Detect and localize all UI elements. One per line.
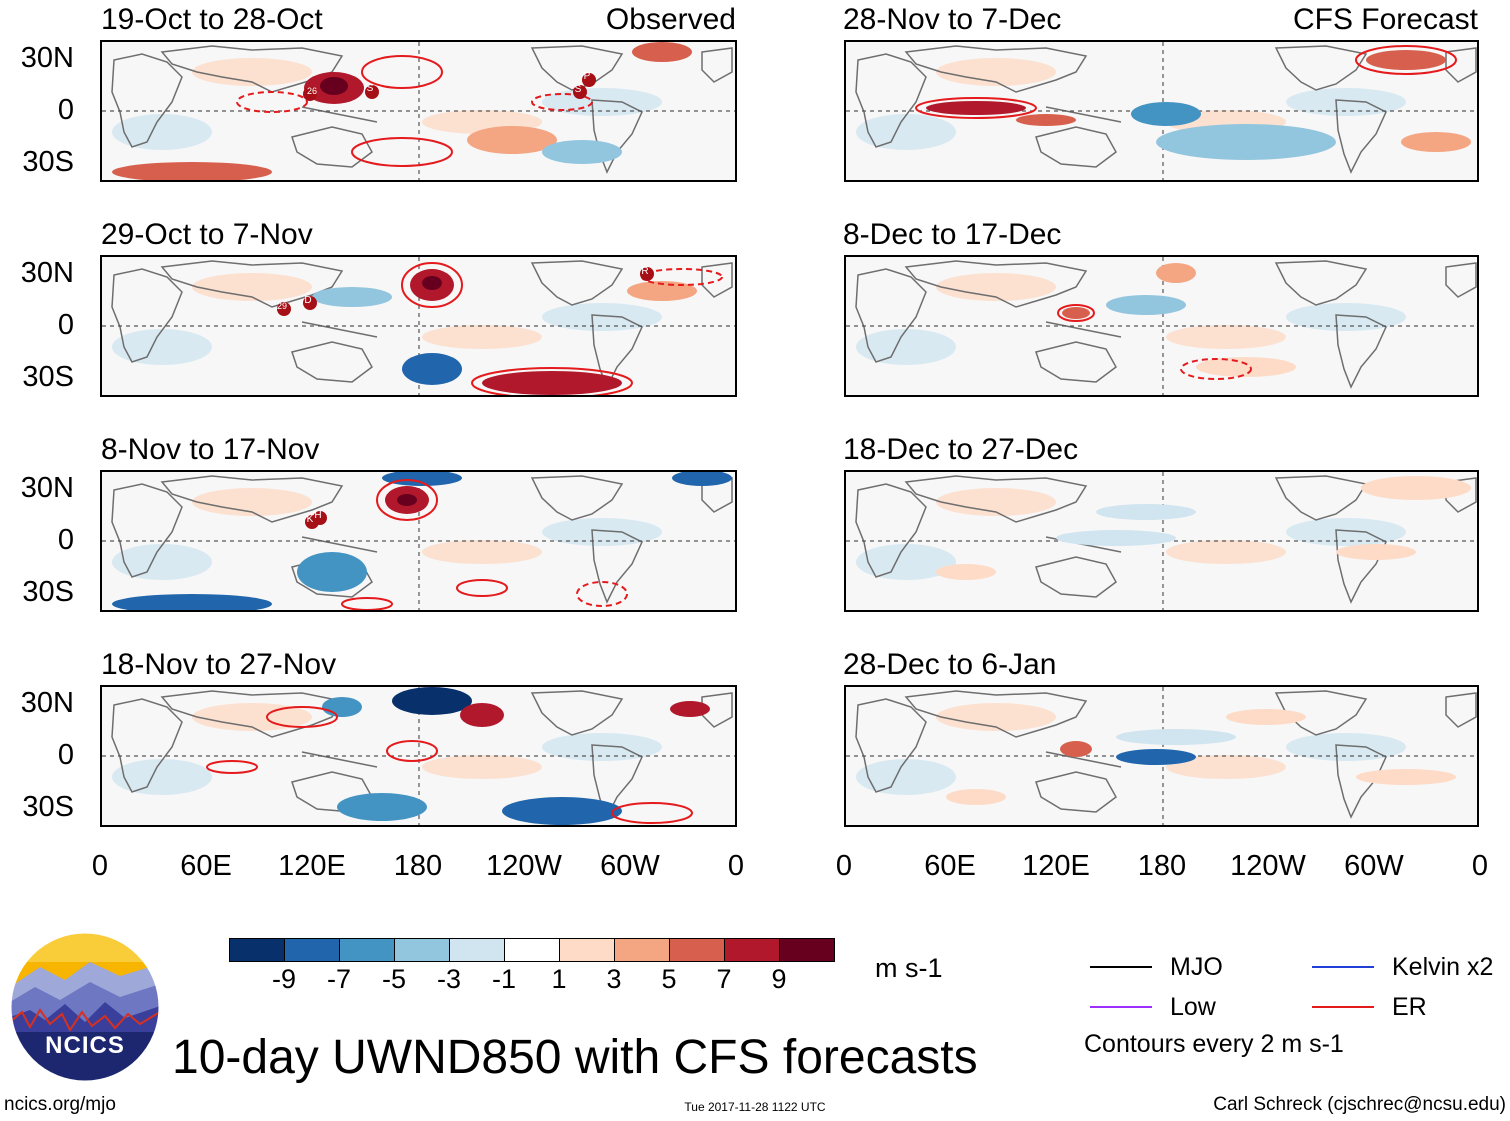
- observed-panel-3-title: 8-Nov to 17-Nov: [101, 433, 320, 466]
- colorbar-unit: m s-1: [875, 953, 943, 983]
- forecast-panel-2-title: 8-Dec to 17-Dec: [843, 218, 1062, 251]
- map-canvas: [102, 257, 735, 395]
- contours-note: Contours every 2 m s-1: [1084, 1030, 1344, 1058]
- colorbar-swatch: [229, 938, 285, 962]
- observed-label: Observed: [605, 3, 736, 36]
- ncics-logo: NCICS: [10, 932, 160, 1082]
- observed-map-4: [100, 685, 737, 827]
- storm-marker: H: [314, 510, 322, 521]
- lat-label-30n: 30N: [20, 257, 74, 289]
- lon-label: 60E: [924, 850, 976, 882]
- legend-line-low: [1090, 1006, 1152, 1008]
- lon-label: 120E: [1022, 850, 1090, 882]
- lon-label: 180: [1137, 850, 1187, 882]
- map-canvas: [102, 42, 735, 180]
- legend-label-er: ER: [1392, 993, 1427, 1021]
- lon-label: 60E: [180, 850, 232, 882]
- lat-label-30s: 30S: [22, 576, 74, 608]
- lat-label-30n: 30N: [20, 472, 74, 504]
- storm-marker: R: [641, 266, 649, 277]
- colorbar-swatch: [559, 938, 615, 962]
- lon-label: 120W: [1230, 850, 1306, 882]
- colorbar-tick-label: -3: [436, 964, 461, 994]
- observed-map-3: [100, 470, 737, 612]
- forecast-map-3: [844, 470, 1479, 612]
- storm-marker: P: [583, 71, 591, 82]
- lon-label: 60W: [1344, 850, 1404, 882]
- legend-line-kelvin: [1312, 966, 1374, 968]
- lon-label: 120W: [486, 850, 562, 882]
- lat-label-30s: 30S: [22, 791, 74, 823]
- storm-marker: K: [306, 514, 314, 525]
- footer-url[interactable]: ncics.org/mjo: [4, 1094, 116, 1115]
- main-title: 10-day UWND850 with CFS forecasts: [172, 1031, 978, 1084]
- colorbar-swatch: [394, 938, 450, 962]
- legend-line-er: [1312, 1006, 1374, 1008]
- lat-label-0: 0: [57, 309, 74, 341]
- map-canvas: [102, 472, 735, 610]
- colorbar-swatch: [284, 938, 340, 962]
- lat-label-0: 0: [57, 94, 74, 126]
- map-canvas: [846, 687, 1477, 825]
- storm-marker: 26: [306, 86, 317, 96]
- legend-label-kelvin: Kelvin x2: [1392, 953, 1494, 981]
- map-canvas: [846, 257, 1477, 395]
- forecast-map-1: [844, 40, 1479, 182]
- storm-marker: S: [366, 83, 374, 94]
- lon-label: 180: [393, 850, 443, 882]
- legend-line-mjo: [1090, 966, 1152, 968]
- footer-credit: Carl Schreck (cjschrec@ncsu.edu): [1213, 1094, 1506, 1115]
- colorbar-tick-label: 1: [551, 964, 567, 994]
- lon-label: 0: [91, 850, 109, 882]
- logo-graphic: [10, 932, 160, 1082]
- observed-panel-1-title: 19-Oct to 28-Oct: [101, 3, 323, 36]
- footer-timestamp: Tue 2017-11-28 1122 UTC: [684, 1100, 826, 1114]
- forecast-label: CFS Forecast: [1292, 3, 1478, 36]
- map-canvas: [846, 472, 1477, 610]
- lat-label-0: 0: [57, 739, 74, 771]
- colorbar-tick-label: 9: [771, 964, 787, 994]
- lat-label-30s: 30S: [22, 146, 74, 178]
- colorbar-swatch: [339, 938, 395, 962]
- colorbar-tick-label: -5: [381, 964, 406, 994]
- colorbar-tick-label: -1: [491, 964, 516, 994]
- colorbar-swatch: [449, 938, 505, 962]
- colorbar-swatch: [669, 938, 725, 962]
- storm-marker: D: [304, 295, 312, 306]
- legend-label-mjo: MJO: [1170, 953, 1223, 981]
- lon-label: 0: [1471, 850, 1489, 882]
- map-canvas: [102, 687, 735, 825]
- lat-label-30s: 30S: [22, 361, 74, 393]
- observed-map-1: [100, 40, 737, 182]
- colorbar-swatch: [614, 938, 670, 962]
- lat-label-30n: 30N: [20, 42, 74, 74]
- storm-marker: S: [574, 84, 582, 95]
- forecast-map-2: [844, 255, 1479, 397]
- map-canvas: [846, 42, 1477, 180]
- logo-text: NCICS: [45, 1032, 125, 1059]
- lon-label: 0: [835, 850, 853, 882]
- legend-label-low: Low: [1170, 993, 1216, 1021]
- colorbar-tick-label: -9: [271, 964, 296, 994]
- colorbar-tick-label: -7: [326, 964, 351, 994]
- colorbar-tick-label: 7: [716, 964, 732, 994]
- lon-label: 0: [727, 850, 745, 882]
- forecast-panel-1-title: 28-Nov to 7-Dec: [843, 3, 1062, 36]
- forecast-map-4: [844, 685, 1479, 827]
- lat-label-0: 0: [57, 524, 74, 556]
- colorbar-tick-label: 5: [661, 964, 677, 994]
- colorbar-swatch: [779, 938, 835, 962]
- storm-marker: 29: [276, 301, 287, 311]
- forecast-panel-4-title: 28-Dec to 6-Jan: [843, 648, 1057, 681]
- observed-panel-4-title: 18-Nov to 27-Nov: [101, 648, 337, 681]
- colorbar-swatch: [724, 938, 780, 962]
- lon-label: 60W: [600, 850, 660, 882]
- lon-label: 120E: [278, 850, 346, 882]
- colorbar-tick-label: 3: [606, 964, 622, 994]
- lat-label-30n: 30N: [20, 687, 74, 719]
- colorbar-swatch: [504, 938, 560, 962]
- observed-panel-2-title: 29-Oct to 7-Nov: [101, 218, 313, 251]
- observed-map-2: [100, 255, 737, 397]
- forecast-panel-3-title: 18-Dec to 27-Dec: [843, 433, 1079, 466]
